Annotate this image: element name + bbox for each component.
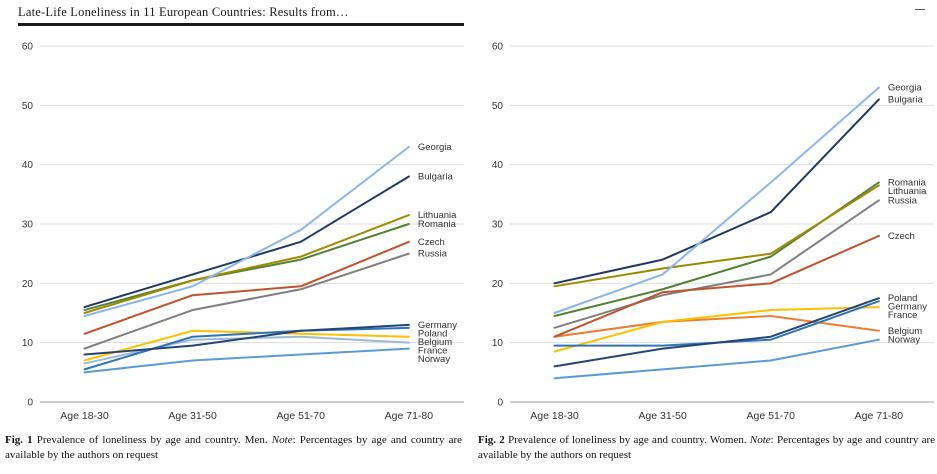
series-label-bulgaria: Bulgaria xyxy=(888,94,924,105)
y-tick-label: 10 xyxy=(22,338,34,349)
series-line-lithuania xyxy=(83,214,410,314)
series-label-norway: Norway xyxy=(888,335,920,346)
y-tick-label: 40 xyxy=(492,160,504,171)
men-chart-panel: 0 10 20 30 40 50 60 Age 18-30 Age 31-50 Age 51-70… xyxy=(6,26,468,430)
y-tick-label: 0 xyxy=(497,398,503,409)
page-title: Late-Life Loneliness in 11 European Coun… xyxy=(18,5,349,19)
series-label-norway: Norway xyxy=(418,354,450,365)
series-label-germany: Germany xyxy=(888,302,927,313)
y-tick-label: 50 xyxy=(492,101,504,112)
series-line-belgium xyxy=(83,329,410,362)
series-label-russia: Russia xyxy=(888,195,918,206)
y-tick-label: 10 xyxy=(492,338,504,349)
series-label-russia: Russia xyxy=(418,249,448,260)
series-label-france: France xyxy=(888,310,918,321)
series-line-czech xyxy=(83,240,410,335)
y-tick-label: 40 xyxy=(22,160,34,171)
series-line-russia xyxy=(83,252,410,350)
series-line-czech xyxy=(553,234,880,338)
series-label-lithuania: Lithuania xyxy=(888,186,927,197)
y-tick-label: 20 xyxy=(492,279,504,290)
series-label-poland: Poland xyxy=(418,328,448,339)
men-loneliness-line-chart: 0 10 20 30 40 50 60 Age 18-30 Age 31-50 Age 51-70… xyxy=(22,42,464,422)
y-tick-label: 20 xyxy=(22,279,34,290)
figure2-text: Prevalence of loneliness by age and coun… xyxy=(508,434,747,446)
series-line-bulgaria xyxy=(553,98,880,285)
figure2-note-label: Note xyxy=(749,434,771,446)
series-line-germany xyxy=(83,323,410,356)
series-label-belgium: Belgium xyxy=(888,326,922,337)
x-tick-label: Age 18-30 xyxy=(60,410,109,422)
y-tick-label: 30 xyxy=(492,220,504,231)
series-line-georgia xyxy=(553,86,880,314)
series-line-poland xyxy=(553,297,880,368)
x-tick-label: Age 71-80 xyxy=(385,410,434,422)
series-line-lithuania xyxy=(553,184,880,288)
x-tick-label: Age 18-30 xyxy=(530,410,579,422)
series-line-romania xyxy=(83,223,410,312)
x-tick-label: Age 31-50 xyxy=(638,410,687,422)
series-line-bulgaria xyxy=(83,175,410,309)
figure1-note-text: : Percentages by age and country are ava… xyxy=(5,434,463,461)
series-line-belgium xyxy=(553,314,880,338)
series-label-france: France xyxy=(418,345,448,356)
figure1-caption: Fig. 1 Prevalence of loneliness by age a… xyxy=(5,433,462,462)
x-tick-label: Age 51-70 xyxy=(277,410,326,422)
series-label-romania: Romania xyxy=(418,219,457,230)
figure2-caption: Fig. 2 Prevalence of loneliness by age a… xyxy=(478,433,935,462)
series-label-germany: Germany xyxy=(418,320,457,331)
series-line-poland xyxy=(83,326,410,371)
y-tick-label: 30 xyxy=(22,220,34,231)
series-label-georgia: Georgia xyxy=(418,142,453,153)
figure1-label: Fig. 1 xyxy=(5,434,33,446)
figure2-note-text: : Percentages by age and country are ava… xyxy=(478,434,936,461)
figure2-label: Fig. 2 xyxy=(478,434,505,446)
x-tick-label: Age 31-50 xyxy=(168,410,217,422)
y-tick-label: 0 xyxy=(27,398,33,409)
series-label-poland: Poland xyxy=(888,293,918,304)
figure1-text: Prevalence of loneliness by age and coun… xyxy=(36,434,268,446)
x-tick-label: Age 71-80 xyxy=(855,410,904,422)
series-label-czech: Czech xyxy=(418,237,445,248)
series-line-russia xyxy=(553,199,880,329)
page-corner-mark xyxy=(915,9,925,10)
women-loneliness-line-chart: 0 10 20 30 40 50 60 Age 18-30 Age 31-50 Age 51-70… xyxy=(492,42,934,422)
y-tick-label: 60 xyxy=(22,42,34,53)
series-line-norway xyxy=(553,338,880,380)
series-label-belgium: Belgium xyxy=(418,337,452,348)
series-label-czech: Czech xyxy=(888,231,915,242)
series-line-norway xyxy=(83,347,410,374)
series-line-georgia xyxy=(83,145,410,317)
series-label-lithuania: Lithuania xyxy=(418,210,457,221)
series-line-france xyxy=(553,306,880,353)
y-tick-label: 60 xyxy=(492,42,504,53)
series-label-georgia: Georgia xyxy=(888,83,923,94)
series-label-bulgaria: Bulgaria xyxy=(418,172,454,183)
y-tick-label: 50 xyxy=(22,101,34,112)
figure1-note-label: Note xyxy=(271,434,293,446)
header-rule xyxy=(18,23,464,26)
women-chart-panel: 0 10 20 30 40 50 60 Age 18-30 Age 31-50 Age 51-70… xyxy=(476,26,937,430)
series-label-romania: Romania xyxy=(888,177,927,188)
x-tick-label: Age 51-70 xyxy=(747,410,796,422)
